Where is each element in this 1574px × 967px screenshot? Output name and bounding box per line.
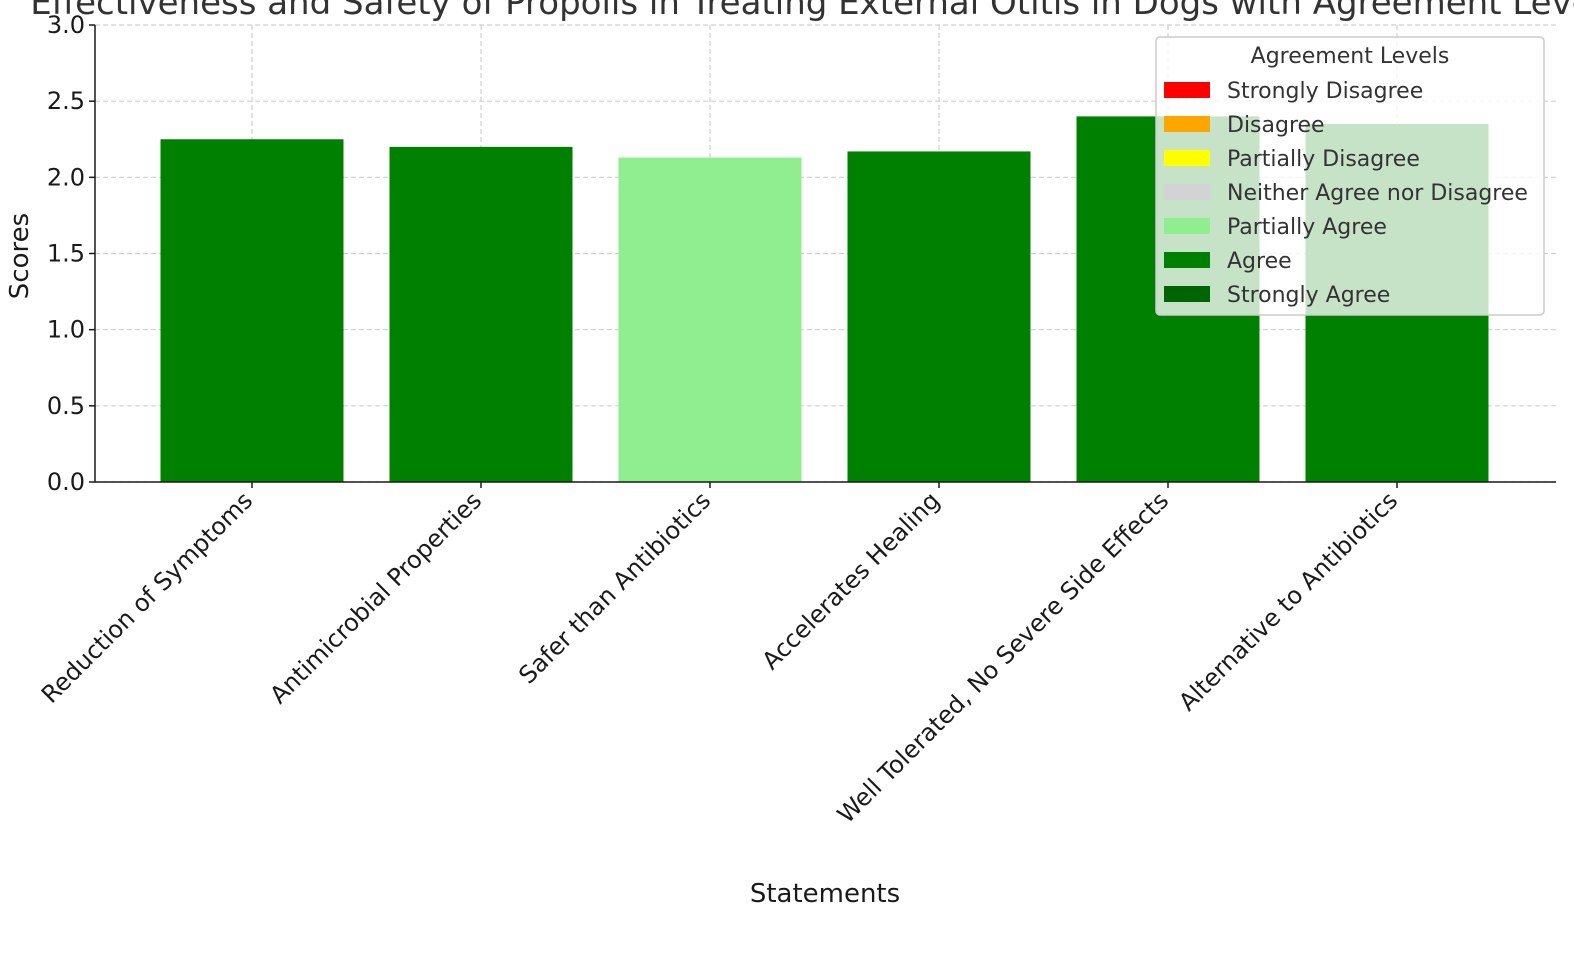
legend-label: Strongly Agree — [1227, 283, 1390, 308]
bar — [160, 139, 344, 482]
legend-label: Agree — [1227, 249, 1292, 274]
legend-swatch — [1164, 116, 1210, 132]
bar — [847, 151, 1031, 483]
x-axis-title: Statements — [750, 879, 900, 909]
x-ticks: Reduction of Symptoms Antimicrobial Prope… — [36, 482, 1403, 829]
legend-swatch — [1164, 286, 1210, 302]
legend-box — [1155, 36, 1545, 316]
y-tick-label: 2.0 — [47, 163, 85, 191]
legend-swatch — [1164, 252, 1210, 268]
legend-swatch — [1164, 82, 1210, 98]
legend: Agreement Levels Strongly Disagree Disagr… — [1155, 36, 1545, 316]
bar — [618, 157, 802, 482]
x-tick-label: Reduction of Symptoms — [36, 486, 258, 708]
x-tick-label: Alternative to Antibiotics — [1173, 486, 1403, 716]
y-tick-label: 0.5 — [47, 392, 85, 420]
legend-label: Disagree — [1227, 113, 1325, 138]
y-tick-label: 3.0 — [47, 11, 85, 39]
y-tick-label: 1.0 — [47, 316, 85, 344]
y-ticks: 0.0 0.5 1.0 1.5 2.0 2.5 3.0 — [47, 11, 95, 496]
y-axis-title: Scores — [5, 213, 35, 299]
x-tick-label: Safer than Antibiotics — [513, 486, 716, 689]
chart-title: Effectiveness and Safety of Propolis in … — [30, 0, 1574, 23]
legend-label: Neither Agree nor Disagree — [1227, 181, 1528, 206]
legend-swatch — [1164, 150, 1210, 166]
legend-title: Agreement Levels — [1251, 44, 1450, 69]
legend-swatch — [1164, 184, 1210, 200]
legend-entries: Strongly Disagree Disagree Partially Disag… — [1164, 79, 1528, 308]
legend-label: Partially Agree — [1227, 215, 1387, 240]
x-tick-label: Accelerates Healing — [757, 486, 946, 675]
legend-label: Strongly Disagree — [1227, 79, 1423, 104]
y-tick-label: 0.0 — [47, 468, 85, 496]
legend-swatch — [1164, 218, 1210, 234]
y-tick-label: 2.5 — [47, 87, 85, 115]
bar — [389, 146, 573, 482]
legend-label: Partially Disagree — [1227, 147, 1420, 172]
y-tick-label: 1.5 — [47, 240, 85, 268]
x-tick-label: Antimicrobial Properties — [264, 486, 487, 709]
